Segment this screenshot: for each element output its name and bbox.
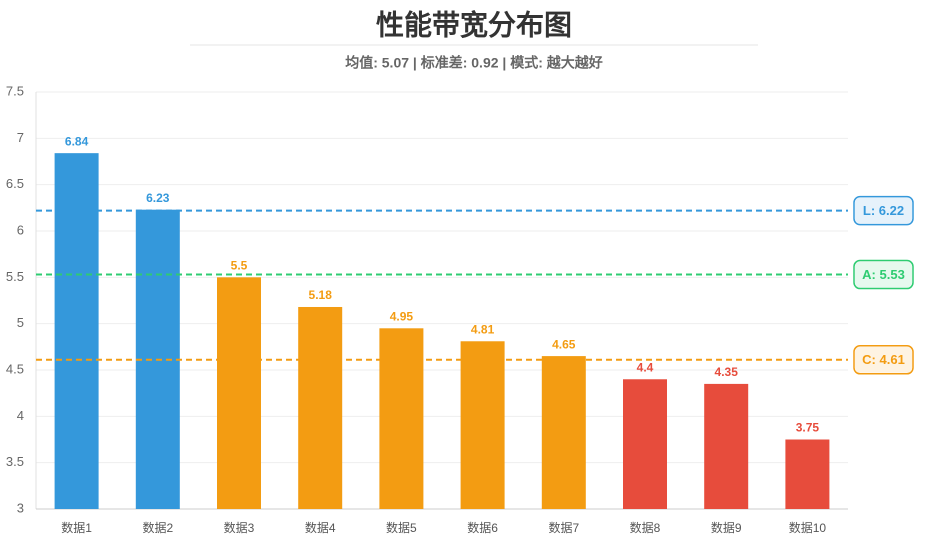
reference-label: C: 4.61	[862, 352, 905, 367]
bar	[785, 439, 830, 509]
data-label: 5.5	[231, 259, 248, 273]
data-label: 5.18	[309, 288, 333, 302]
bar	[298, 306, 343, 509]
y-tick-label: 5.5	[6, 269, 24, 284]
y-tick-label: 7	[17, 130, 24, 145]
data-label: 4.35	[715, 365, 739, 379]
bar	[54, 153, 99, 509]
bar	[704, 383, 749, 509]
data-label: 3.75	[796, 421, 820, 435]
y-tick-label: 5	[17, 315, 24, 330]
reference-label-tint	[855, 346, 912, 373]
x-tick-label: 数据2	[142, 520, 173, 535]
data-label: 4.95	[390, 309, 414, 323]
y-tick-label: 6	[17, 222, 24, 237]
x-tick-label: 数据4	[305, 520, 336, 535]
reference-label: A: 5.53	[862, 267, 905, 282]
bar	[379, 328, 424, 509]
x-tick-label: 数据6	[467, 520, 498, 535]
x-tick-label: 数据8	[630, 520, 661, 535]
reference-label-box	[853, 195, 914, 226]
reference-label-tint	[855, 197, 912, 224]
x-tick-label: 数据5	[386, 520, 417, 535]
data-label: 4.81	[471, 322, 495, 336]
bar	[623, 379, 667, 509]
bar	[460, 341, 505, 509]
x-tick-label: 数据3	[224, 520, 255, 535]
x-tick-label: 数据10	[789, 520, 827, 535]
data-label: 4.4	[637, 360, 654, 374]
reference-label: L: 6.22	[863, 203, 904, 218]
y-tick-label: 3.5	[6, 454, 24, 469]
y-tick-label: 7.5	[6, 83, 24, 98]
x-tick-label: 数据1	[61, 520, 92, 535]
chart-title: 性能带宽分布图	[376, 8, 572, 40]
y-tick-label: 4.5	[6, 361, 24, 376]
x-tick-label: 数据9	[711, 520, 742, 535]
y-tick-label: 4	[17, 408, 24, 423]
bar	[541, 356, 586, 509]
y-tick-label: 6.5	[6, 176, 24, 191]
data-label: 6.23	[146, 191, 170, 205]
chart-subtitle: 均值: 5.07 | 标准差: 0.92 | 模式: 越大越好	[345, 55, 603, 71]
reference-label-box	[853, 345, 914, 375]
reference-label-box	[853, 259, 914, 290]
x-tick-label: 数据7	[548, 520, 579, 535]
reference-label-tint	[855, 261, 912, 288]
data-label: 6.84	[65, 134, 89, 148]
y-tick-label: 3	[17, 500, 24, 515]
data-label: 4.65	[552, 337, 576, 351]
bar	[217, 277, 261, 509]
